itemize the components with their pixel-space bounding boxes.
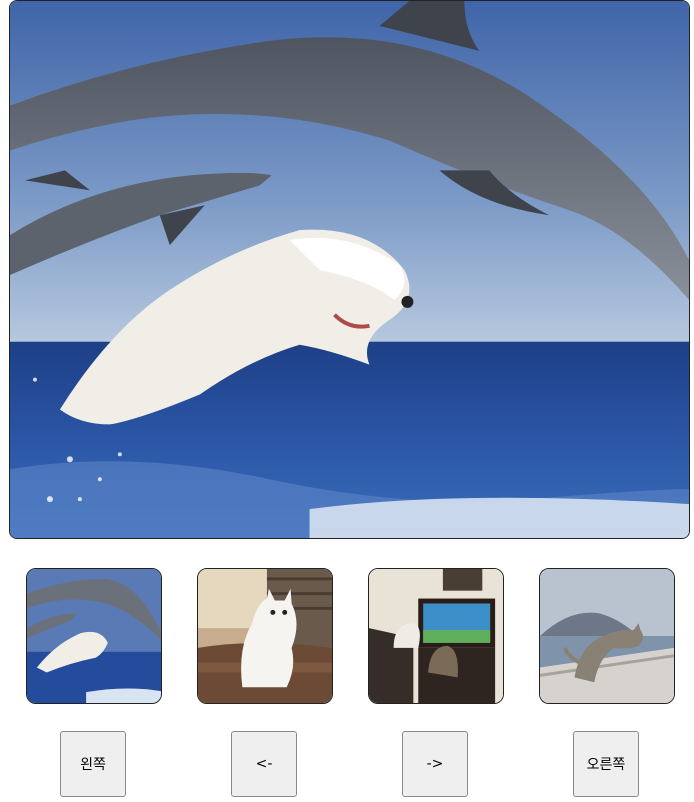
main-image [9, 0, 690, 539]
left-button[interactable]: 왼쪽 [60, 731, 126, 797]
thumbnail-2[interactable] [197, 568, 333, 704]
main-image-picture [10, 1, 689, 538]
thumbnail-4-picture [540, 569, 674, 703]
thumbnail-3-picture [369, 569, 503, 703]
right-button[interactable]: 오른쪽 [573, 731, 639, 797]
thumbnail-4[interactable] [539, 568, 675, 704]
thumbnail-3[interactable] [368, 568, 504, 704]
next-button[interactable]: -> [402, 731, 468, 797]
prev-button[interactable]: <- [231, 731, 297, 797]
thumbnail-2-picture [198, 569, 332, 703]
thumbnail-1-picture [27, 569, 161, 703]
thumbnail-1[interactable] [26, 568, 162, 704]
